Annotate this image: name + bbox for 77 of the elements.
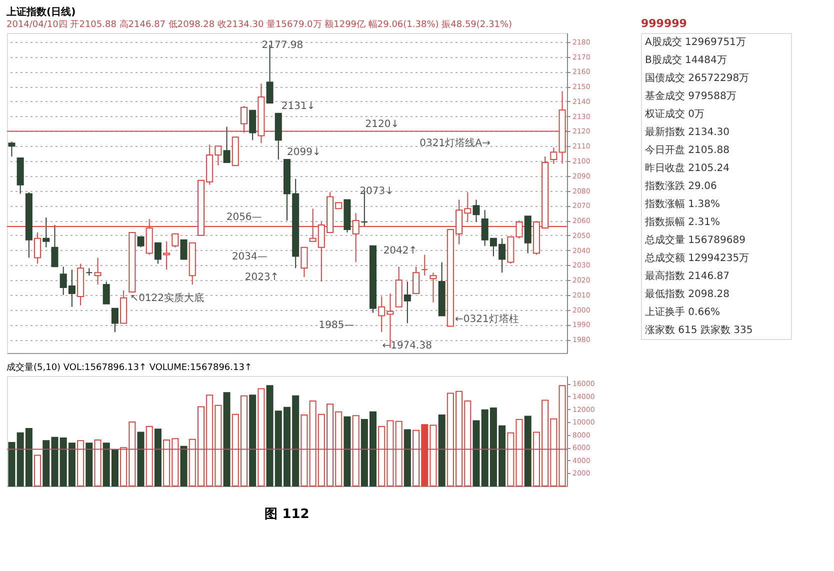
text: B股成交 14484万 bbox=[645, 54, 727, 66]
bar bbox=[146, 426, 153, 486]
text: 最低指数 2098.28 bbox=[645, 288, 730, 300]
bar bbox=[137, 432, 144, 486]
text: 基金成交 979588万 bbox=[645, 90, 736, 102]
bar bbox=[94, 439, 102, 486]
candlestick bbox=[34, 232, 42, 264]
text: 今日开盘 2105.88 bbox=[645, 144, 730, 156]
bar bbox=[86, 442, 93, 486]
annotation: 1985— bbox=[318, 320, 354, 331]
bar bbox=[352, 415, 360, 486]
candlestick bbox=[472, 199, 480, 223]
chart-title: 上证指数(日线) bbox=[6, 6, 76, 18]
bar bbox=[395, 420, 402, 486]
bar bbox=[34, 454, 42, 486]
annotation: 2034— bbox=[232, 251, 268, 262]
candlestick bbox=[94, 257, 102, 286]
annotation: ←0321灯塔柱 bbox=[455, 312, 519, 325]
text: 上证换手 0.66% bbox=[645, 306, 720, 318]
candlestick bbox=[430, 272, 437, 303]
text: 总成交额 12994235万 bbox=[644, 252, 750, 264]
candlestick bbox=[300, 246, 308, 278]
candlestick bbox=[154, 242, 162, 264]
candlestick bbox=[172, 233, 179, 248]
candlestick bbox=[180, 239, 188, 260]
text: 国债成交 26572298万 bbox=[645, 72, 750, 84]
candlestick bbox=[102, 281, 110, 304]
chart-subtitle: 2014/04/10四 开2105.88 高2146.87 低2098.28 收2134.30 量15679.0万 额1299亿 幅29.06(1.38%) 振48.59(2.31%) bbox=[6, 19, 512, 30]
annotation: 2177.98 bbox=[262, 40, 304, 51]
candlestick bbox=[163, 240, 170, 270]
annotation: 2023↑ bbox=[244, 272, 279, 284]
text: 最高指数 2146.87 bbox=[645, 270, 730, 282]
caption: 图 112 bbox=[264, 507, 310, 522]
annotation: 0321灯塔线A→ bbox=[420, 137, 490, 150]
text: 最新指数 2134.30 bbox=[645, 126, 730, 138]
candlestick bbox=[412, 266, 420, 294]
chart-title: 成交量(5,10) VOL:1567896.13↑ VOLUME:1567896.13↑ bbox=[6, 362, 252, 373]
text: 涨家数 615 跌家数 335 bbox=[645, 324, 753, 336]
bar bbox=[524, 416, 532, 486]
annotation: ←1974.38 bbox=[382, 340, 432, 352]
annotation: 2073↓ bbox=[360, 186, 394, 197]
text: 指数振幅 2.31% bbox=[644, 216, 720, 228]
bar bbox=[223, 392, 230, 486]
bar bbox=[404, 429, 411, 486]
bar bbox=[154, 428, 162, 486]
candlestick bbox=[249, 110, 256, 141]
text: 999999 bbox=[641, 17, 687, 30]
candlestick bbox=[8, 141, 16, 158]
annotation: ↖0122实质大底 bbox=[130, 292, 204, 304]
annotation: 2099↓ bbox=[287, 147, 321, 158]
candlestick bbox=[421, 254, 428, 276]
text: 指数涨幅 1.38% bbox=[644, 198, 720, 210]
candlestick bbox=[111, 308, 118, 333]
candlestick bbox=[550, 147, 558, 164]
annotation: 2042↑ bbox=[383, 245, 418, 256]
bar bbox=[558, 385, 566, 486]
bar bbox=[180, 446, 188, 486]
text: 总成交量 156789689 bbox=[644, 234, 746, 246]
bar bbox=[258, 388, 265, 486]
bar bbox=[249, 394, 256, 486]
bar bbox=[344, 416, 351, 486]
bar bbox=[8, 442, 16, 486]
candlestick bbox=[137, 236, 144, 248]
text: 权证成交 0万 bbox=[644, 108, 705, 120]
candlestick bbox=[404, 281, 411, 324]
text: A股成交 12969751万 bbox=[645, 36, 746, 48]
bar bbox=[438, 414, 446, 486]
candlestick bbox=[42, 217, 50, 248]
bar bbox=[77, 440, 84, 486]
candlestick bbox=[51, 224, 58, 268]
annotation: 2131↓ bbox=[281, 100, 316, 112]
annotation: 2056— bbox=[226, 212, 262, 223]
bar bbox=[300, 414, 308, 486]
text: 昨日收盘 2105.24 bbox=[645, 162, 730, 174]
text: 指数涨跌 29.06 bbox=[644, 180, 717, 192]
candlestick bbox=[223, 126, 230, 163]
annotation: 2120↓ bbox=[365, 118, 400, 130]
